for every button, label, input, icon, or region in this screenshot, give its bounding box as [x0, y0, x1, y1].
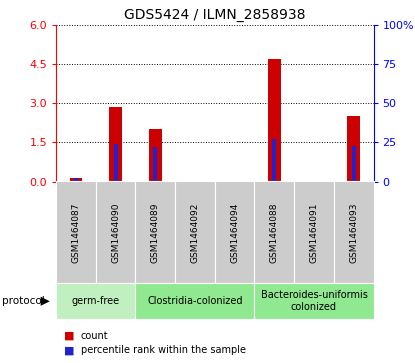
Title: GDS5424 / ILMN_2858938: GDS5424 / ILMN_2858938 [124, 8, 305, 22]
Text: GSM1464089: GSM1464089 [151, 202, 160, 262]
Text: count: count [81, 331, 109, 341]
Text: GSM1464090: GSM1464090 [111, 202, 120, 262]
Text: ■: ■ [64, 345, 75, 355]
Bar [153, 147, 157, 182]
Text: protocol: protocol [2, 296, 45, 306]
Text: GSM1464094: GSM1464094 [230, 202, 239, 262]
Text: ■: ■ [64, 331, 75, 341]
Text: germ-free: germ-free [72, 296, 120, 306]
Text: Bacteroides-uniformis
colonized: Bacteroides-uniformis colonized [261, 290, 367, 312]
Bar [193, 181, 197, 182]
Bar [70, 178, 82, 182]
Bar [188, 181, 201, 182]
Bar [268, 59, 281, 182]
Text: GSM1464092: GSM1464092 [190, 202, 200, 262]
Bar [312, 181, 316, 182]
Bar [114, 144, 117, 182]
Bar [228, 181, 241, 182]
Bar [352, 146, 356, 182]
Text: Clostridia-colonized: Clostridia-colonized [147, 296, 243, 306]
Bar [308, 181, 320, 182]
Bar [74, 178, 78, 182]
Bar [149, 130, 161, 182]
Polygon shape [41, 297, 50, 306]
Bar [233, 181, 237, 182]
Text: GSM1464091: GSM1464091 [310, 202, 318, 262]
Text: percentile rank within the sample: percentile rank within the sample [81, 345, 246, 355]
Text: GSM1464087: GSM1464087 [71, 202, 81, 262]
Text: GSM1464093: GSM1464093 [349, 202, 358, 262]
Bar [347, 117, 360, 182]
Bar [272, 139, 276, 182]
Bar [109, 107, 122, 182]
Text: GSM1464088: GSM1464088 [270, 202, 279, 262]
